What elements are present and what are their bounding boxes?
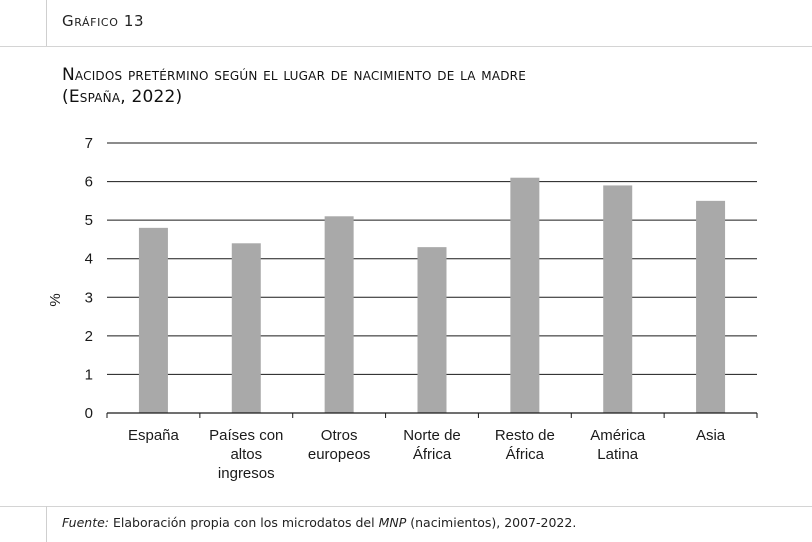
bar: [324, 216, 354, 413]
x-tick-label-line: altos: [230, 446, 262, 463]
x-tick-label: Norte de África: [403, 427, 461, 463]
chart-title: Nacidos pretérmino según el lugar de nac…: [62, 64, 782, 108]
bar: [696, 200, 726, 413]
x-tick-label-line: Países con: [209, 427, 283, 444]
y-tick-label: 0: [85, 405, 93, 422]
x-tick-label: América Latina: [590, 427, 646, 463]
bar: [510, 177, 540, 413]
y-axis-title: %: [47, 293, 64, 306]
source-note: Fuente: Elaboración propia con los micro…: [62, 515, 576, 530]
x-tick-label-line: España: [128, 427, 180, 444]
bar-chart: 0 1 2 3 4 5 6 7% España Países con altos ingresos Ot…: [47, 135, 758, 482]
y-tick-label: 1: [85, 366, 93, 383]
x-tick-label-line: América: [590, 427, 646, 444]
y-tick-label: 2: [85, 328, 93, 345]
x-tick-label: España: [128, 427, 180, 444]
x-tick-label-line: África: [413, 446, 452, 463]
y-tick-label: 5: [85, 212, 93, 229]
x-tick-label-line: Latina: [597, 446, 639, 463]
header-vertical-rule: [46, 0, 47, 46]
bar: [138, 227, 168, 413]
y-tick-label: 6: [85, 174, 93, 191]
x-tick-label-line: África: [506, 446, 545, 463]
footer-vertical-rule: [46, 506, 47, 542]
x-tick-label: Países con altos ingresos: [209, 427, 283, 482]
chart-title-line1: Nacidos pretérmino según el lugar de nac…: [62, 65, 526, 85]
y-tick-label: 4: [85, 251, 93, 268]
x-tick-label: Asia: [696, 427, 726, 444]
source-italic: MNP: [378, 515, 407, 530]
bar: [417, 247, 447, 413]
x-tick-label-line: Norte de: [403, 427, 461, 444]
y-tick-label: 3: [85, 289, 93, 306]
x-tick-label-line: Asia: [696, 427, 726, 444]
x-tick-label-line: Otros: [321, 427, 358, 444]
bar: [603, 185, 633, 413]
x-tick-label: Resto de África: [495, 427, 555, 463]
x-tick-label: Otros europeos: [308, 427, 371, 463]
header-horizontal-rule: [0, 46, 812, 47]
source-text-before: Elaboración propia con los microdatos de…: [113, 515, 375, 530]
x-tick-label-line: Resto de: [495, 427, 555, 444]
figure-label: Gráfico 13: [62, 12, 145, 30]
y-tick-label: 7: [85, 135, 93, 152]
footer-horizontal-rule: [0, 506, 812, 507]
x-tick-label-line: ingresos: [218, 465, 275, 482]
bar: [231, 243, 261, 413]
source-label: Fuente:: [62, 515, 110, 530]
source-text-after: (nacimientos), 2007-2022.: [410, 515, 577, 530]
x-tick-label-line: europeos: [308, 446, 371, 463]
chart-title-line2: (España, 2022): [62, 87, 183, 107]
